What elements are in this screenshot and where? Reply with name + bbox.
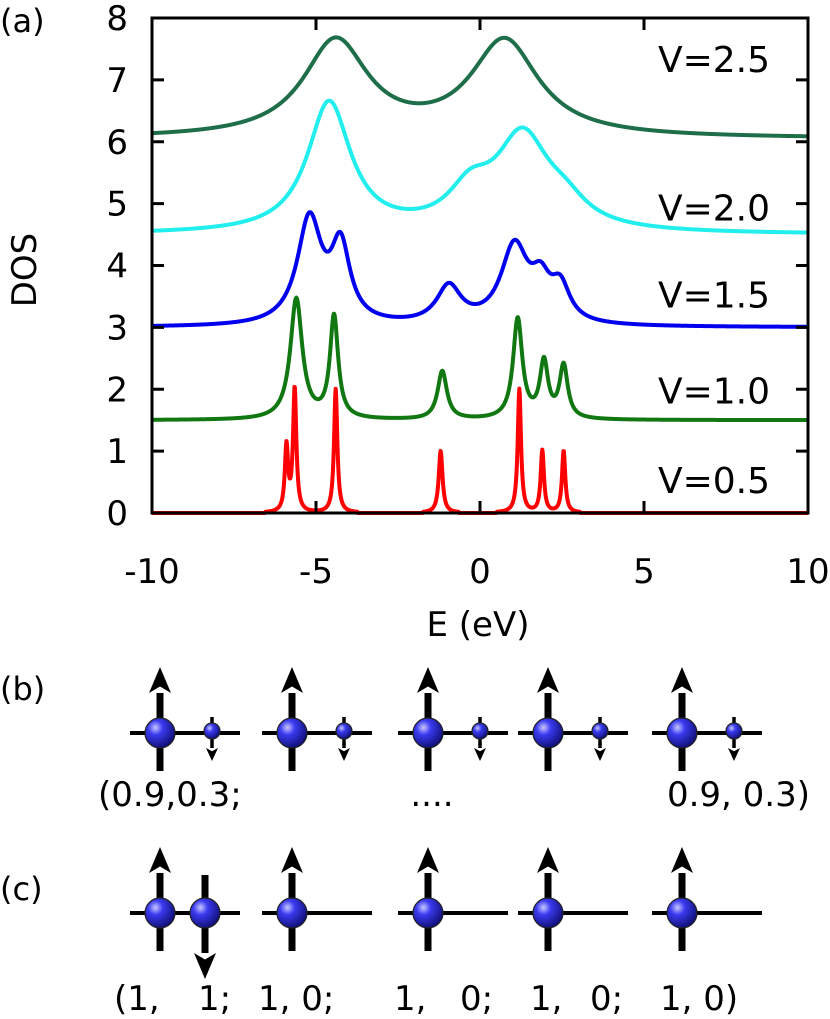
panel-b-text-right: 0.9, 0.3) <box>667 775 810 815</box>
curve-label-v-1-5: V=1.5 <box>658 275 770 316</box>
spin-up-arrow-b-3-head <box>537 667 559 693</box>
spin-down-arrow-b-0-head <box>206 748 218 761</box>
spin-up-arrow-b-2-head <box>417 667 439 693</box>
y-tick-label: 0 <box>106 494 128 534</box>
small-atom-b-3 <box>591 722 609 740</box>
y-tick-label: 3 <box>106 308 128 348</box>
atom-c-1 <box>276 897 308 929</box>
spin-down-arrow-b-1-head <box>338 748 350 761</box>
panel-c-text-4: 0; <box>460 979 493 1019</box>
small-atom-b-2 <box>471 722 489 740</box>
big-atom-b-4 <box>666 717 698 749</box>
small-atom-b-4 <box>725 722 743 740</box>
panel-a-label: (a) <box>0 2 45 40</box>
curve-v-2-5 <box>150 35 810 139</box>
big-atom-b-1 <box>276 717 308 749</box>
spin-up-arrow-c-2-head <box>417 847 439 873</box>
small-atom-b-1 <box>335 722 353 740</box>
curve-v-2-0 <box>150 98 810 235</box>
spin-up-arrow-c-0-head <box>149 847 171 873</box>
y-tick-label: 4 <box>106 247 128 287</box>
panel-c-text-5: 1, <box>530 979 562 1019</box>
y-tick-label: 1 <box>106 432 128 472</box>
x-tick-label: 10 <box>786 552 829 592</box>
x-axis-label: E (eV) <box>427 605 530 645</box>
curve-label-v-2-0: V=2.0 <box>658 189 770 230</box>
atom-c-4 <box>666 897 698 929</box>
panel-b-text-left: (0.9,0.3; <box>98 775 242 815</box>
big-atom-b-0 <box>144 717 176 749</box>
spin-up-arrow-c-3-head <box>537 847 559 873</box>
panel-c-label: (c) <box>0 870 43 908</box>
y-tick-label: 7 <box>106 61 128 101</box>
spin-down-arrow-c-0-head <box>194 953 216 979</box>
panel-b-label: (b) <box>0 670 45 708</box>
spin-up-arrow-b-0-head <box>149 667 171 693</box>
x-tick-label: -5 <box>299 552 333 592</box>
x-tick-label: 5 <box>633 552 655 592</box>
spin-up-arrow-b-4-head <box>671 667 693 693</box>
curve-label-v-1-0: V=1.0 <box>658 371 770 412</box>
x-tick-label: -10 <box>124 552 180 592</box>
small-atom-b-0 <box>203 722 221 740</box>
big-atom-b-3 <box>532 717 564 749</box>
curve-label-v-0-5: V=0.5 <box>658 461 770 502</box>
panel-c-spin-chain <box>130 847 762 979</box>
panel-c-occupation-text: (1, 1; 1, 0; 1, 0; 1, 0; 1, 0) <box>114 979 738 1019</box>
atom-c-0b <box>189 897 221 929</box>
spin-up-arrow-c-1-head <box>281 847 303 873</box>
atom-c-0a <box>144 897 176 929</box>
panel-c-text-2: 1, 0; <box>258 979 334 1019</box>
y-tick-label: 8 <box>106 0 128 39</box>
plot-frame <box>150 16 810 515</box>
spin-down-arrow-b-4-head <box>728 748 740 761</box>
panel-c-text-7: 1, 0) <box>660 979 738 1019</box>
atom-c-3 <box>532 897 564 929</box>
curve-v-1-0 <box>150 295 810 423</box>
curve-v-1-5 <box>150 210 810 329</box>
y-tick-label: 6 <box>106 123 128 163</box>
y-axis-label: DOS <box>5 233 45 308</box>
big-atom-b-2 <box>412 717 444 749</box>
x-tick-label: 0 <box>469 552 491 592</box>
panel-b-spin-chain <box>130 667 762 771</box>
panel-c-text-3: 1, <box>394 979 426 1019</box>
spin-up-arrow-b-1-head <box>281 667 303 693</box>
spin-up-arrow-c-4-head <box>671 847 693 873</box>
spin-down-arrow-b-3-head <box>594 748 606 761</box>
panel-c-text-6: 0; <box>590 979 623 1019</box>
dos-plot: -10 -5 0 5 10 0 1 2 3 4 5 6 7 8 V=2.5 V=2.0 V=1.5 V=1.0 V=… <box>106 0 829 592</box>
panel-c-text-0: (1, <box>114 979 160 1019</box>
y-tick-label: 2 <box>106 370 128 410</box>
y-tick-label: 5 <box>106 185 128 225</box>
panel-c-text-1: 1; <box>198 979 231 1019</box>
panel-b-text-mid: .... <box>410 775 453 815</box>
curve-label-v-2-5: V=2.5 <box>658 40 770 81</box>
spin-down-arrow-b-2-head <box>474 748 486 761</box>
atom-c-2 <box>412 897 444 929</box>
